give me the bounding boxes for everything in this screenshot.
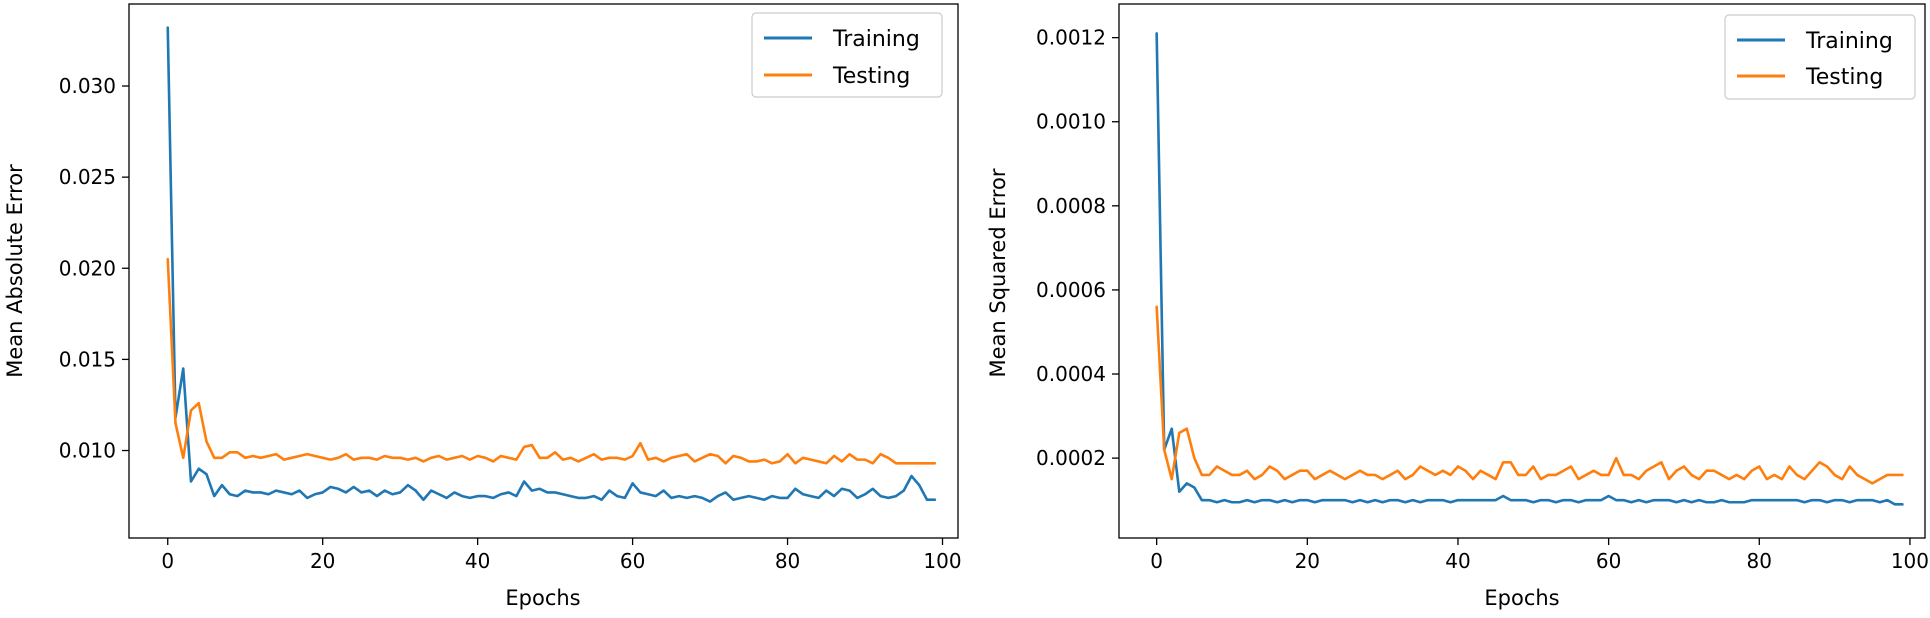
mae-y-tick-label: 0.025 [59,165,116,189]
mse-training-line [1155,32,1904,506]
mse-y-tick-label: 0.0006 [1036,278,1106,302]
mae-legend-training-label: Training [832,27,920,52]
mse-x-tick-label: 80 [1747,549,1772,573]
mae-x-tick-label: 80 [775,549,800,573]
mse-x-axis-label: Epochs [1484,586,1559,610]
mae-x-tick-label: 60 [620,549,645,573]
mse-x-tick-label: 20 [1295,549,1320,573]
mse-x-tick-label: 0 [1150,549,1163,573]
mae-x-axis-label: Epochs [505,586,580,610]
mse-legend: Training Testing [1724,14,1916,100]
mse-ticks-layer: 0 20 40 60 80 100 0.0002 0.0004 0.0006 0.0008 0.00… [1036,26,1929,573]
mae-training-line [166,26,937,503]
mae-x-tick-label: 100 [923,549,961,573]
mse-chart: 0 20 40 60 80 100 0.0002 0.0004 0.0006 0.0008 0.00… [986,3,1929,610]
mse-testing-line [1155,305,1904,485]
mae-chart: 0 20 40 60 80 100 0.010 0.015 0.020 0.025 0.030 Ep… [3,3,962,610]
mae-x-tick-label: 20 [310,549,335,573]
mse-y-tick-label: 0.0010 [1036,110,1106,134]
mse-x-tick-label: 40 [1445,549,1470,573]
mse-x-tick-label: 100 [1891,549,1929,573]
mae-x-tick-label: 40 [465,549,490,573]
mse-series-layer [1155,32,1904,506]
mse-y-tick-label: 0.0002 [1036,446,1106,470]
mse-legend-testing-label: Testing [1805,65,1883,90]
mae-y-tick-label: 0.020 [59,256,116,280]
mae-testing-line [166,257,937,465]
mae-legend: Training Testing [751,12,943,98]
mae-y-tick-label: 0.015 [59,347,116,371]
mae-y-axis-label: Mean Absolute Error [3,164,27,378]
mae-legend-testing-label: Testing [832,64,910,89]
mse-legend-training-label: Training [1805,29,1893,54]
mse-y-axis-label: Mean Squared Error [986,168,1010,377]
mse-y-tick-label: 0.0004 [1036,362,1106,386]
mae-series-layer [166,26,937,503]
mae-ticks-layer: 0 20 40 60 80 100 0.010 0.015 0.020 0.025 0.030 [59,74,962,573]
mae-y-tick-label: 0.030 [59,74,116,98]
mae-x-tick-label: 0 [161,549,174,573]
mse-y-tick-label: 0.0012 [1036,26,1106,50]
mse-y-tick-label: 0.0008 [1036,194,1106,218]
mse-x-tick-label: 60 [1596,549,1621,573]
mse-legend-box [1724,14,1916,100]
mae-y-tick-label: 0.010 [59,439,116,463]
